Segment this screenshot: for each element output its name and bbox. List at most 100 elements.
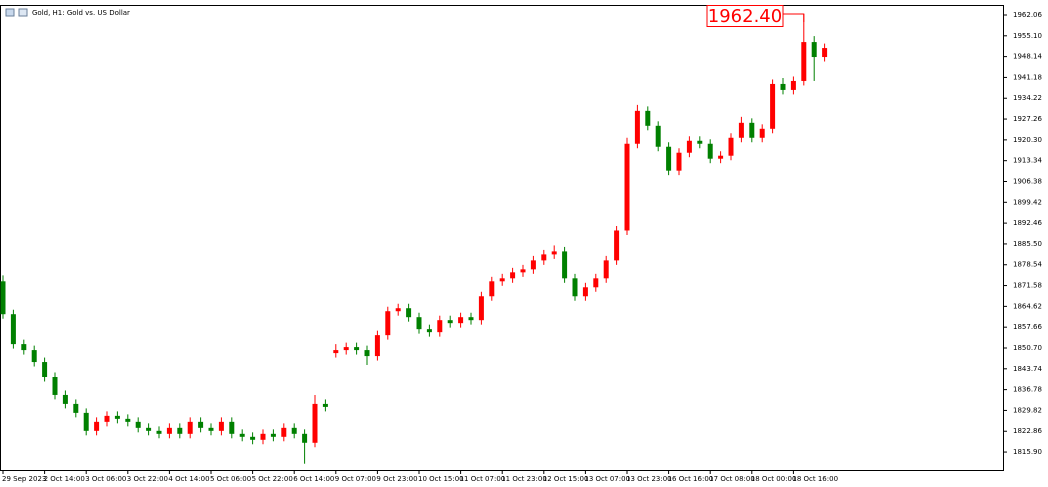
candle-body xyxy=(666,146,672,171)
x-tick-label: 17 Oct 08:00 xyxy=(709,475,755,483)
candle-body xyxy=(770,83,776,129)
y-tick-label: 1892.46 xyxy=(1013,219,1042,227)
candle-body xyxy=(395,308,401,312)
x-tick-label: 18 Oct 00:00 xyxy=(751,475,797,483)
annotation-label: 1962.40 xyxy=(708,6,782,27)
candle-body xyxy=(177,427,183,434)
candle-body xyxy=(114,415,120,419)
candle-body xyxy=(229,421,235,434)
y-tick-label: 1906.38 xyxy=(1013,177,1042,185)
annotation-box xyxy=(706,5,784,27)
candle-body xyxy=(198,421,204,428)
x-tick-label: 16 Oct 16:00 xyxy=(668,475,714,483)
y-tick-label: 1941.18 xyxy=(1013,73,1042,81)
y-tick-label: 1955.10 xyxy=(1013,32,1042,40)
candle-body xyxy=(822,48,828,58)
y-tick-label: 1836.78 xyxy=(1013,386,1042,394)
candle-body xyxy=(302,433,308,443)
candle-body xyxy=(790,80,796,90)
candle-body xyxy=(0,281,6,315)
candle-body xyxy=(187,421,193,434)
y-tick-label: 1899.42 xyxy=(1013,198,1042,206)
x-tick-label: 2 Oct 14:00 xyxy=(44,475,85,483)
x-tick-label: 3 Oct 06:00 xyxy=(85,475,126,483)
y-tick-label: 1878.54 xyxy=(1013,261,1042,269)
candle-body xyxy=(811,42,817,58)
candle-body xyxy=(780,83,786,90)
candle-body xyxy=(572,278,578,297)
candle-body xyxy=(801,42,807,81)
candle-body xyxy=(260,433,266,440)
y-tick-label: 1927.26 xyxy=(1013,115,1042,123)
candle-body xyxy=(697,140,703,144)
candle-body xyxy=(676,152,682,171)
candle-body xyxy=(218,421,224,431)
candle-body xyxy=(551,251,557,255)
y-tick-label: 1829.82 xyxy=(1013,406,1042,414)
candle-body xyxy=(614,230,620,261)
candle-body xyxy=(31,350,37,363)
candle-body xyxy=(437,320,443,333)
candle-body xyxy=(738,122,744,138)
y-tick-label: 1850.70 xyxy=(1013,344,1042,352)
annotation-line xyxy=(783,13,805,22)
candle-body xyxy=(135,421,141,428)
candle-body xyxy=(582,287,588,297)
x-tick-label: 13 Oct 07:00 xyxy=(584,475,630,483)
candle-body xyxy=(146,427,152,431)
candle-body xyxy=(489,281,495,297)
candle-body xyxy=(104,415,110,422)
candle-body xyxy=(749,122,755,138)
candle-body xyxy=(94,421,100,431)
candle-body xyxy=(520,269,526,273)
candle-body xyxy=(354,347,360,351)
candle-body xyxy=(562,251,568,279)
y-tick-label: 1843.74 xyxy=(1013,365,1042,373)
x-tick-label: 11 Oct 07:00 xyxy=(460,475,506,483)
y-tick-label: 1864.62 xyxy=(1013,302,1042,310)
x-tick-label: 12 Oct 15:00 xyxy=(543,475,589,483)
candle-body xyxy=(10,314,16,345)
candle-body xyxy=(541,254,547,261)
candle-body xyxy=(478,296,484,321)
y-tick-label: 1885.50 xyxy=(1013,240,1042,248)
y-tick-label: 1962.06 xyxy=(1013,11,1042,19)
chart-title: Gold, H1: Gold vs. US Dollar xyxy=(32,9,130,17)
candle-body xyxy=(634,110,640,144)
candle-body xyxy=(447,320,453,324)
candle-body xyxy=(728,137,734,156)
candle-body xyxy=(510,272,516,279)
candle-body xyxy=(281,427,287,437)
candle-body xyxy=(333,350,339,354)
candle-body xyxy=(759,128,765,138)
x-tick-label: 13 Oct 23:00 xyxy=(626,475,672,483)
icon xyxy=(18,8,28,17)
x-tick-label: 3 Oct 22:00 xyxy=(127,475,168,483)
candle-body xyxy=(270,433,276,437)
candle-body xyxy=(125,418,131,422)
x-tick-label: 11 Oct 23:00 xyxy=(501,475,547,483)
candle-body xyxy=(385,311,391,336)
y-tick-label: 1948.14 xyxy=(1013,53,1042,61)
y-tick-label: 1815.90 xyxy=(1013,448,1042,456)
x-tick-label: 6 Oct 14:00 xyxy=(293,475,334,483)
candle-body xyxy=(312,403,318,443)
y-tick-label: 1857.66 xyxy=(1013,323,1042,331)
candle-body xyxy=(83,412,89,431)
candle-body xyxy=(655,125,661,147)
candle-body xyxy=(499,278,505,282)
candle-body xyxy=(166,427,172,434)
candle-body xyxy=(707,143,713,159)
candle-body xyxy=(21,344,27,351)
y-tick-label: 1913.34 xyxy=(1013,157,1042,165)
candle-body xyxy=(468,317,474,321)
y-tick-label: 1871.58 xyxy=(1013,282,1042,290)
x-tick-label: 18 Oct 16:00 xyxy=(792,475,838,483)
candle-body xyxy=(52,377,58,395)
x-tick-label: 29 Sep 2023 xyxy=(2,475,46,483)
candle-body xyxy=(364,350,370,357)
y-tick-label: 1934.22 xyxy=(1013,94,1042,102)
y-tick-label: 1822.86 xyxy=(1013,427,1042,435)
candle-body xyxy=(406,308,412,318)
